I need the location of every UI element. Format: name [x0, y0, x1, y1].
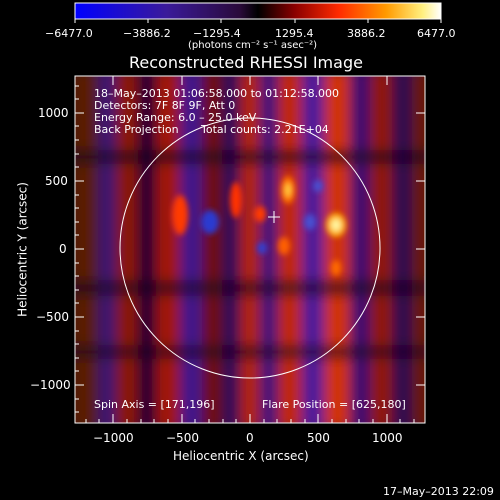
total-counts-text: Total counts: 2.21E+04 — [201, 123, 329, 136]
spin-axis-text: Spin Axis = [171,196] — [94, 398, 215, 411]
rhessi-image — [75, 76, 425, 423]
y-tick-label: 1000 — [38, 106, 69, 120]
colorbar-tick-label: 1295.4 — [275, 27, 314, 40]
y-tick-label: −1000 — [30, 378, 71, 392]
x-tick-label: −500 — [166, 431, 199, 445]
y-tick-label: 0 — [59, 242, 67, 256]
x-tick-label: 1000 — [372, 431, 403, 445]
detectors-text: Detectors: 7F 8F 9F, Att 0 — [94, 99, 236, 112]
colorbar-tick-label: 6477.0 — [417, 27, 456, 40]
x-tick-label: 500 — [307, 431, 330, 445]
spin-axis-cross-icon — [268, 211, 280, 223]
colorbar-unit-label: (photons cm⁻² s⁻¹ asec⁻²) — [188, 40, 318, 51]
x-tick-label: −1000 — [93, 431, 134, 445]
x-tick-label: 0 — [246, 431, 254, 445]
colorbar-tick-label: 3886.2 — [347, 27, 386, 40]
colorbar — [74, 2, 442, 20]
x-axis-label: Heliocentric X (arcsec) — [173, 449, 309, 463]
y-tick-label: −500 — [36, 310, 69, 324]
x-axis-ticks — [85, 76, 415, 423]
solar-limb-circle — [119, 117, 381, 379]
y-axis-label: Heliocentric Y (arcsec) — [15, 182, 30, 317]
colorbar-tick-label: −1295.4 — [193, 27, 241, 40]
render-timestamp: 17–May–2013 22:09 — [383, 485, 494, 498]
colorbar-ticks — [74, 19, 442, 23]
y-axis-ticks — [75, 85, 425, 413]
colorbar-tick-label: −6477.0 — [45, 27, 93, 40]
energy-range-text: Energy Range: 6.0 – 25.0 keV — [94, 111, 257, 124]
y-tick-label: 500 — [45, 174, 68, 188]
method-text: Back Projection — [94, 123, 179, 136]
colorbar-tick-label: −3886.2 — [123, 27, 171, 40]
image-title: Reconstructed RHESSI Image — [129, 53, 363, 72]
flare-position-text: Flare Position = [625,180] — [262, 398, 406, 411]
time-range-text: 18–May–2013 01:06:58.000 to 01:12:58.000 — [94, 87, 340, 100]
